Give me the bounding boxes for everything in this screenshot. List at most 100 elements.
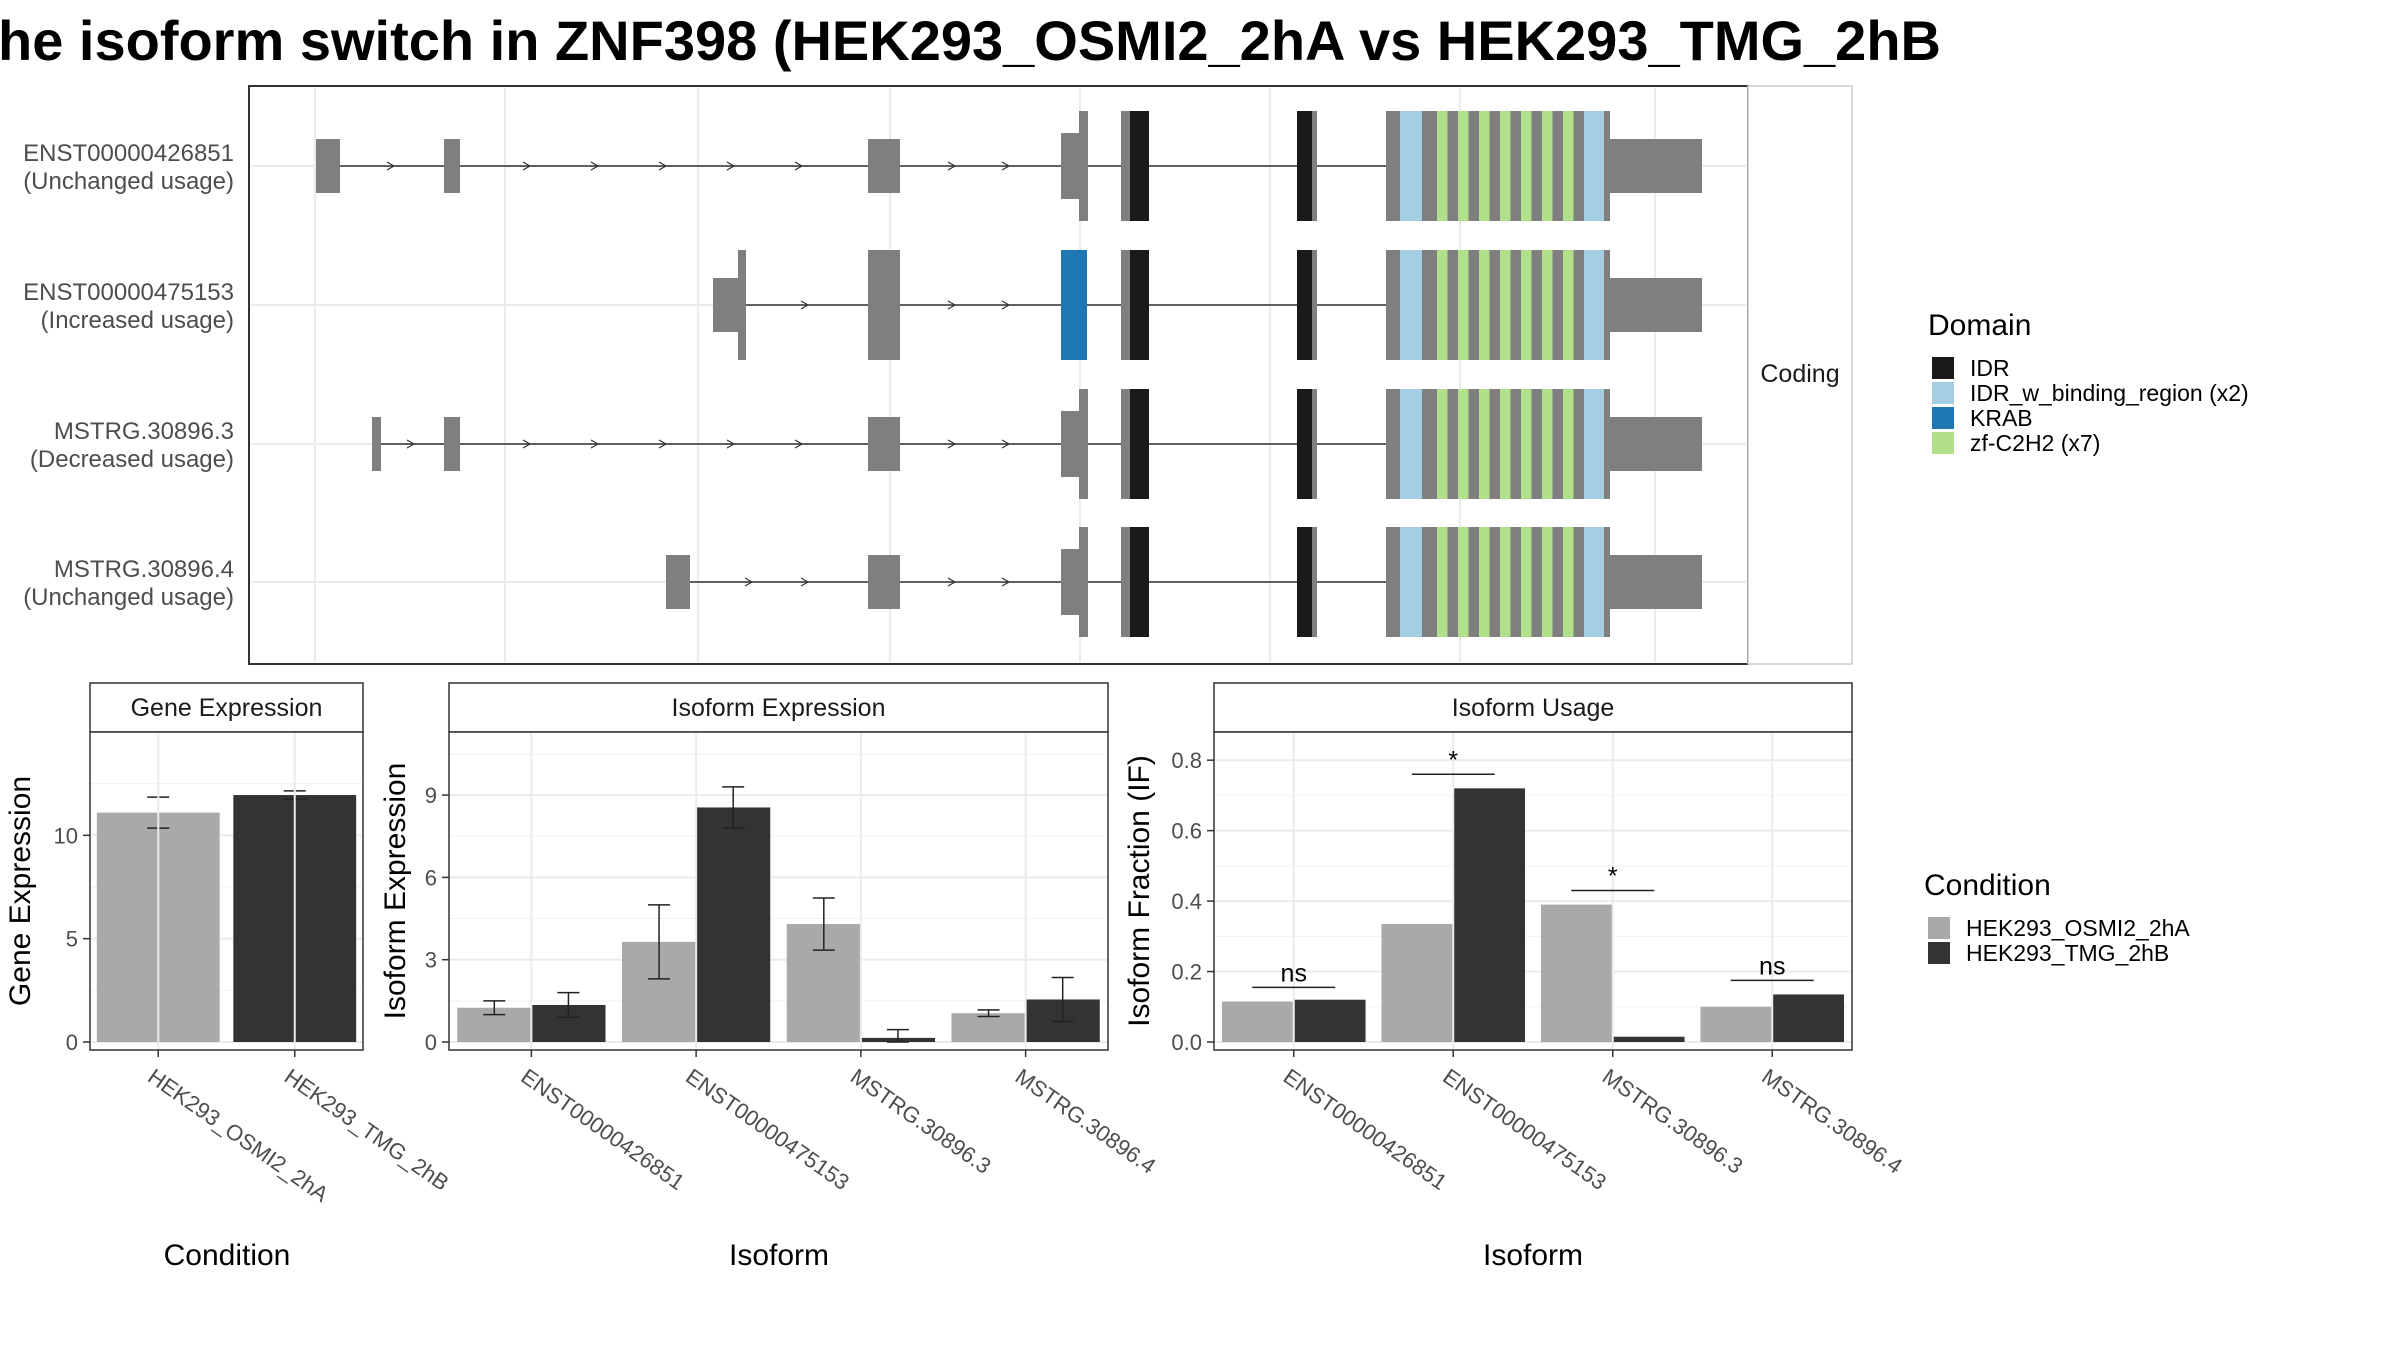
exon [1510, 111, 1521, 221]
exon [1489, 389, 1500, 499]
x-axis-title: Condition [164, 1239, 291, 1272]
idr-domain [1297, 389, 1312, 499]
condition-legend-title: Condition [1924, 869, 2051, 902]
panel-background [1214, 732, 1852, 1050]
bar [1221, 1001, 1294, 1042]
exon [1121, 111, 1130, 221]
bar [951, 1013, 1026, 1042]
bar [696, 807, 771, 1042]
exon [1468, 250, 1479, 360]
panel-border [448, 731, 1109, 1051]
exon [868, 250, 900, 360]
panel-border [89, 731, 364, 1051]
idr-domain [1297, 527, 1312, 637]
legend-key-label: HEK293_TMG_2hB [1966, 940, 2169, 966]
transcript-usage-label: (Unchanged usage) [23, 584, 234, 611]
y-tick-label: 0 [425, 1030, 437, 1055]
direction-arrow [800, 300, 810, 310]
track-MSTRG.30896.4 [666, 527, 1702, 637]
legend-key-swatch [1932, 432, 1954, 454]
y-axis-title: Gene Expression [4, 776, 37, 1006]
zf-c2h2-domain [1542, 527, 1553, 637]
panel-strip-title: Isoform Expression [672, 694, 886, 722]
x-axis-title: Isoform [729, 1239, 829, 1272]
exon [1312, 111, 1317, 221]
bar [1293, 999, 1366, 1042]
bars [1221, 788, 1845, 1042]
exon [1121, 527, 1130, 637]
exon [1061, 549, 1079, 615]
direction-arrow [800, 577, 810, 587]
direction-arrow [522, 439, 532, 449]
transcript-label: ENST00000475153 [23, 279, 234, 306]
direction-arrow [658, 161, 668, 171]
exon [1531, 111, 1542, 221]
utr-exon [1610, 278, 1702, 332]
exon [1386, 389, 1400, 499]
direction-arrow [947, 300, 957, 310]
utr-exon [713, 278, 738, 332]
significance-label: ns [1759, 952, 1785, 980]
idr-binding-domain [1584, 389, 1604, 499]
exon [1531, 389, 1542, 499]
exon [1422, 111, 1437, 221]
y-tick-label: 3 [425, 948, 437, 973]
panel-background [449, 732, 1108, 1050]
y-axis-title: Isoform Fraction (IF) [1123, 755, 1156, 1027]
exon [1422, 389, 1437, 499]
bar [1772, 994, 1845, 1042]
legend-key-label: HEK293_OSMI2_2hA [1966, 915, 2190, 941]
direction-arrow [590, 439, 600, 449]
exon [1573, 527, 1584, 637]
x-tick-label: MSTRG.30896.4 [1757, 1064, 1907, 1179]
panel-strip [89, 682, 364, 733]
legend-key-label: zf-C2H2 (x7) [1970, 430, 2100, 456]
zf-c2h2-domain [1521, 250, 1532, 360]
idr-binding-domain [1400, 527, 1422, 637]
domain-legend-title: Domain [1928, 309, 2031, 342]
legend-key-swatch [1928, 917, 1950, 939]
direction-arrow [794, 161, 804, 171]
bar [1612, 1036, 1685, 1042]
significance-label: * [1608, 863, 1618, 891]
direction-arrow [1001, 439, 1011, 449]
exon [1079, 111, 1088, 221]
utr-exon [316, 139, 340, 193]
y-tick-label: 0.4 [1171, 889, 1202, 914]
x-tick-labels: ENST00000426851ENST00000475153MSTRG.3089… [517, 1064, 1161, 1195]
exon [1489, 111, 1500, 221]
direction-arrow [947, 577, 957, 587]
x-tick-labels: ENST00000426851ENST00000475153MSTRG.3089… [1279, 1064, 1907, 1195]
direction-arrow [522, 161, 532, 171]
exon [1121, 389, 1130, 499]
exon [1510, 389, 1521, 499]
panel-isoform-usage: Isoform Usage 0.0 0.2 0.4 0.6 0.8 ENST00000426… [1123, 682, 1907, 1272]
direction-arrow [590, 161, 600, 171]
exon [1422, 527, 1437, 637]
exon [1386, 111, 1400, 221]
direction-arrow [406, 439, 416, 449]
exon [1573, 111, 1584, 221]
utr-exon [868, 555, 900, 609]
zf-c2h2-domain [1521, 111, 1532, 221]
zf-c2h2-domain [1563, 527, 1574, 637]
direction-arrow [726, 161, 736, 171]
exon [1079, 389, 1088, 499]
exon [1447, 389, 1458, 499]
legend-key-label: KRAB [1970, 405, 2033, 431]
track-MSTRG.30896.3 [372, 389, 1702, 499]
exon [1468, 389, 1479, 499]
zf-c2h2-domain [1521, 527, 1532, 637]
zf-c2h2-domain [1437, 527, 1448, 637]
direction-arrow [658, 439, 668, 449]
idr-binding-domain [1584, 527, 1604, 637]
panel-border [1213, 731, 1853, 1051]
exon [1312, 250, 1317, 360]
legend-key-label: IDR [1970, 355, 2010, 381]
track-ENST00000426851 [316, 111, 1702, 221]
